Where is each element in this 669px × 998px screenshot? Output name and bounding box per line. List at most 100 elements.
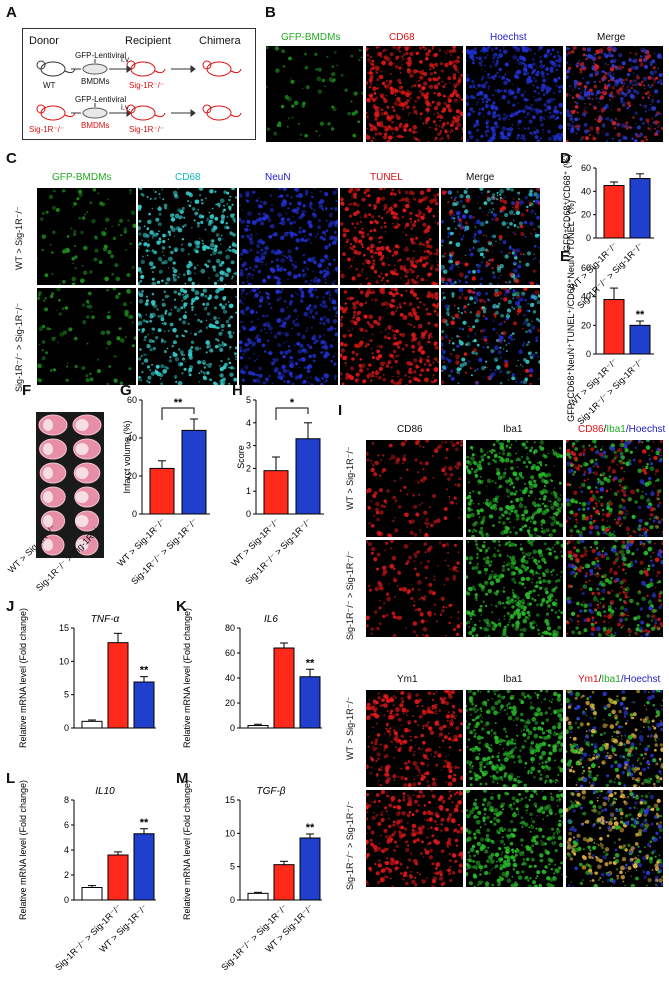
channel-label: GFP-BMDMs	[281, 32, 341, 43]
chart-title: TNF-α	[91, 614, 120, 625]
channel-label: CD68	[389, 32, 415, 43]
category-label: WT > Sig-1R⁻/⁻	[97, 902, 149, 954]
significance-bracket	[161, 407, 195, 420]
bar	[629, 324, 651, 355]
panel-label-c: C	[6, 150, 17, 167]
y-axis-label: GFP⁺CD68⁺NeuN⁺TUNEL⁺/CD68⁺NeuN⁺TUNEL⁺ (%…	[566, 200, 576, 422]
y-tick-label: 0	[230, 895, 235, 905]
brain-slices-photo	[36, 412, 104, 558]
y-tick-label: 40	[225, 673, 235, 683]
panel-label-g: G	[120, 382, 132, 399]
channel-label: Iba1	[503, 674, 523, 685]
bar	[247, 892, 269, 901]
infarct-area	[75, 467, 89, 479]
infarct-area	[43, 539, 53, 551]
infarct-area	[43, 443, 53, 455]
y-tick-label: 20	[581, 320, 591, 330]
bar	[247, 725, 269, 729]
bar	[603, 299, 625, 355]
wt-label: WT	[43, 81, 56, 90]
micrograph-i	[366, 440, 463, 537]
micrograph-c	[441, 188, 540, 285]
channel-label: CD86	[397, 424, 423, 435]
significance-marker: **	[636, 309, 645, 321]
chart-title: IL6	[264, 614, 278, 625]
panel-label-i: I	[338, 402, 343, 419]
panel-label-a: A	[6, 4, 17, 21]
y-tick-label: 0	[586, 349, 591, 359]
y-tick-label: 4	[246, 418, 251, 428]
micrograph-c	[37, 188, 136, 285]
mouse-icon	[36, 60, 76, 77]
y-tick-label: 0	[586, 233, 591, 243]
y-tick-label: 80	[225, 623, 235, 633]
infarct-area	[43, 491, 53, 503]
micrograph-i	[366, 690, 463, 787]
y-tick-label: 0	[64, 723, 69, 733]
channel-label-part: /Hoechst	[620, 674, 661, 685]
channel-label: TUNEL	[370, 172, 403, 183]
channel-label-part: Iba1	[601, 674, 621, 685]
infarct-area	[43, 515, 53, 527]
channel-label: Iba1	[503, 424, 523, 435]
panel-label-e: E	[560, 248, 571, 265]
bar	[133, 681, 155, 729]
infarct-area	[75, 419, 89, 431]
micrograph-i	[466, 790, 563, 887]
micrograph-c	[239, 288, 338, 385]
channel-label: Hoechst	[490, 32, 527, 43]
iv-label-1: i.v.	[121, 55, 131, 64]
channel-label-part: CD86	[578, 424, 604, 435]
bar	[133, 833, 155, 901]
y-axis-label: GFP⁺CD68⁺/CD68⁺ (%)	[562, 154, 572, 252]
micrograph-c	[138, 188, 237, 285]
significance-marker: **	[174, 397, 183, 409]
y-tick-label: 2	[246, 463, 251, 473]
y-tick-label: 4	[64, 845, 69, 855]
micrograph-b-gfp	[266, 46, 363, 142]
y-axis-label: Relative mRNA level (Fold change)	[18, 780, 28, 920]
bar	[629, 178, 651, 239]
dish-icon	[82, 63, 108, 119]
y-tick-label: 60	[225, 648, 235, 658]
y-tick-label: 0	[132, 509, 137, 519]
bar	[299, 676, 321, 729]
lentiviral-label-2: GFP-Lentiviral	[75, 95, 127, 104]
micrograph-i	[466, 440, 563, 537]
y-tick-label: 6	[64, 820, 69, 830]
y-tick-label: 5	[246, 395, 251, 405]
infarct-area	[75, 443, 89, 455]
micrograph-i	[566, 690, 663, 787]
bar	[107, 854, 129, 901]
micrograph-c	[340, 188, 439, 285]
mouse-icon	[36, 104, 242, 121]
y-tick-label: 8	[64, 795, 69, 805]
sig-recipient-label-2: Sig-1R⁻/⁻	[129, 125, 165, 134]
significance-marker: **	[306, 657, 315, 669]
channel-label: Merge	[597, 32, 626, 43]
y-axis-label: Infarct volume (%)	[122, 420, 132, 493]
y-tick-label: 5	[230, 862, 235, 872]
panel-label-f: F	[22, 382, 32, 399]
micrograph-i	[466, 690, 563, 787]
micrograph-i	[466, 540, 563, 637]
bar	[263, 470, 289, 515]
bar	[181, 429, 207, 515]
channel-label-part: /	[598, 674, 602, 685]
sig-donor-label: Sig-1R⁻/⁻	[29, 125, 65, 134]
donor-label: Donor	[29, 35, 59, 47]
bar	[295, 438, 321, 515]
micrograph-c	[239, 188, 338, 285]
y-tick-label: 0	[64, 895, 69, 905]
y-tick-label: 60	[581, 163, 591, 173]
infarct-area	[43, 467, 53, 479]
schematic-box: Donor Recipient Chimera GFP-Lentiviral B…	[22, 28, 256, 140]
y-tick-label: 1	[246, 486, 251, 496]
micrograph-i	[566, 540, 663, 637]
infarct-area	[75, 539, 89, 551]
bar	[273, 647, 295, 729]
micrograph-i	[566, 790, 663, 887]
y-tick-label: 0	[230, 723, 235, 733]
category-label: Sig-1R⁻/⁻ > Sig-1R⁻/⁻	[129, 516, 199, 586]
